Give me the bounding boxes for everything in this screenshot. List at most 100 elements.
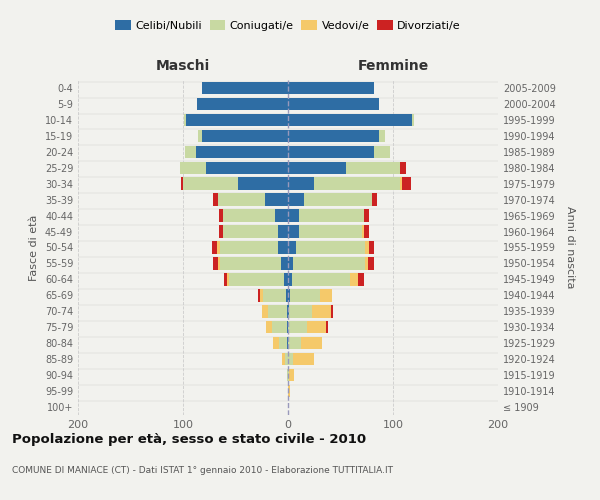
Bar — [206, 162, 288, 174]
Bar — [268, 305, 287, 318]
Bar — [265, 194, 288, 206]
Bar — [185, 146, 196, 158]
Bar — [287, 305, 288, 318]
Bar — [288, 369, 289, 382]
Bar — [223, 226, 277, 238]
Text: Popolazione per età, sesso e stato civile - 2010: Popolazione per età, sesso e stato civil… — [12, 432, 366, 446]
Bar — [369, 242, 374, 254]
Bar — [364, 226, 369, 238]
Bar — [287, 337, 288, 349]
Bar — [290, 289, 320, 302]
Bar — [365, 257, 368, 270]
Bar — [277, 242, 288, 254]
Bar — [350, 273, 358, 285]
Bar — [288, 242, 296, 254]
Bar — [281, 257, 288, 270]
Bar — [288, 130, 379, 142]
Bar — [288, 353, 293, 366]
Bar — [288, 289, 290, 302]
Bar — [218, 210, 223, 222]
Bar — [181, 178, 183, 190]
Bar — [183, 178, 238, 190]
Bar — [214, 194, 218, 206]
Bar — [272, 321, 287, 334]
Bar — [218, 194, 265, 206]
Bar — [296, 242, 365, 254]
Text: COMUNE DI MANIACE (CT) - Dati ISTAT 1° gennaio 2010 - Elaborazione TUTTITALIA.IT: COMUNE DI MANIACE (CT) - Dati ISTAT 1° g… — [12, 466, 393, 475]
Bar — [229, 273, 284, 285]
Bar — [186, 114, 288, 126]
Bar — [184, 114, 186, 126]
Bar — [197, 98, 288, 110]
Bar — [288, 98, 379, 110]
Bar — [220, 242, 277, 254]
Bar — [288, 305, 289, 318]
Bar — [212, 242, 217, 254]
Bar — [288, 385, 290, 398]
Bar — [365, 242, 369, 254]
Bar — [257, 289, 260, 302]
Bar — [293, 257, 365, 270]
Bar — [289, 305, 312, 318]
Bar — [285, 353, 288, 366]
Bar — [346, 162, 400, 174]
Bar — [288, 257, 293, 270]
Bar — [412, 114, 414, 126]
Bar — [288, 337, 301, 349]
Bar — [331, 305, 333, 318]
Bar — [266, 321, 272, 334]
Bar — [288, 226, 299, 238]
Bar — [218, 226, 223, 238]
Bar — [288, 321, 307, 334]
Bar — [275, 210, 288, 222]
Bar — [238, 178, 288, 190]
Bar — [292, 273, 350, 285]
Bar — [400, 162, 406, 174]
Bar — [202, 82, 288, 94]
Bar — [287, 369, 288, 382]
Bar — [288, 194, 304, 206]
Bar — [284, 273, 288, 285]
Bar — [400, 178, 403, 190]
Bar — [274, 337, 278, 349]
Bar — [288, 114, 412, 126]
Bar — [260, 289, 263, 302]
Bar — [293, 353, 314, 366]
Y-axis label: Fasce di età: Fasce di età — [29, 214, 39, 280]
Bar — [224, 273, 227, 285]
Bar — [307, 321, 326, 334]
Bar — [202, 130, 288, 142]
Bar — [278, 337, 287, 349]
Bar — [320, 289, 332, 302]
Bar — [304, 194, 372, 206]
Y-axis label: Anni di nascita: Anni di nascita — [565, 206, 575, 288]
Text: Maschi: Maschi — [156, 60, 210, 74]
Bar — [288, 82, 374, 94]
Bar — [364, 210, 369, 222]
Bar — [368, 257, 374, 270]
Bar — [218, 257, 220, 270]
Bar — [198, 130, 202, 142]
Bar — [374, 146, 390, 158]
Bar — [289, 369, 295, 382]
Bar — [299, 210, 364, 222]
Bar — [227, 273, 229, 285]
Bar — [287, 321, 288, 334]
Bar — [277, 226, 288, 238]
Bar — [372, 194, 377, 206]
Bar — [288, 162, 346, 174]
Bar — [358, 273, 364, 285]
Legend: Celibi/Nubili, Coniugati/e, Vedovi/e, Divorziati/e: Celibi/Nubili, Coniugati/e, Vedovi/e, Di… — [111, 16, 465, 35]
Bar — [326, 321, 328, 334]
Bar — [288, 146, 374, 158]
Bar — [301, 337, 322, 349]
Bar — [220, 257, 281, 270]
Bar — [288, 210, 299, 222]
Bar — [299, 226, 361, 238]
Bar — [403, 178, 411, 190]
Bar — [262, 305, 268, 318]
Bar — [286, 289, 288, 302]
Bar — [196, 146, 288, 158]
Bar — [379, 130, 385, 142]
Bar — [288, 178, 314, 190]
